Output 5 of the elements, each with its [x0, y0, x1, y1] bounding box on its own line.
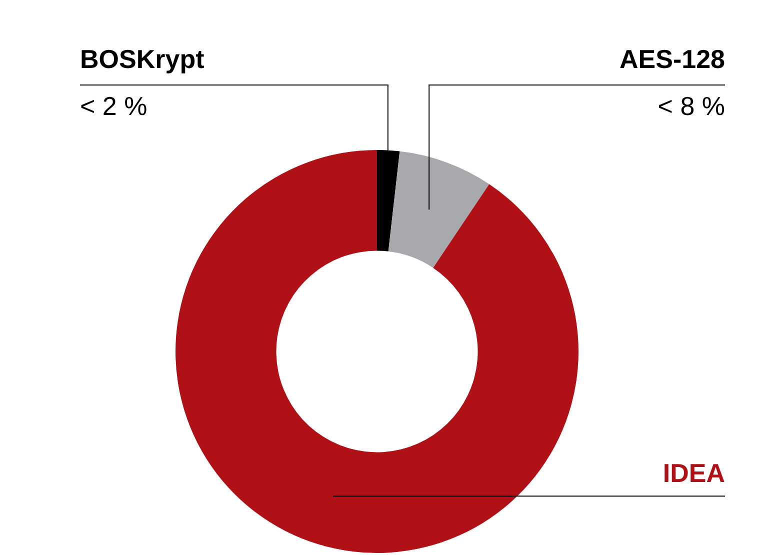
data-label: < 2 % — [80, 91, 148, 121]
data-label: < 8 % — [658, 91, 725, 121]
slice-label: AES-128 — [620, 44, 725, 74]
slice-label: IDEA — [662, 458, 726, 488]
slice-label: BOSKrypt — [80, 44, 205, 74]
